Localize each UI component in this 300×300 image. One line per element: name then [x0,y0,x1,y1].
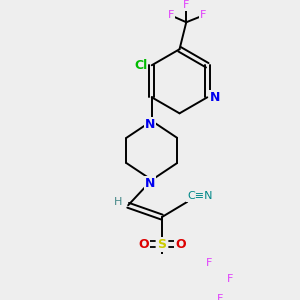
Text: C≡N: C≡N [187,191,213,201]
Text: N: N [210,91,220,104]
Text: F: F [168,11,174,20]
Text: H: H [114,197,122,207]
Text: N: N [145,118,155,131]
Text: F: F [206,258,212,268]
Text: O: O [175,238,186,250]
Text: N: N [145,177,155,190]
Text: F: F [227,274,233,284]
Text: F: F [200,11,206,20]
Text: Cl: Cl [134,59,147,72]
Text: O: O [138,238,148,250]
Text: F: F [183,0,190,11]
Text: F: F [217,294,223,300]
Text: S: S [158,238,166,250]
